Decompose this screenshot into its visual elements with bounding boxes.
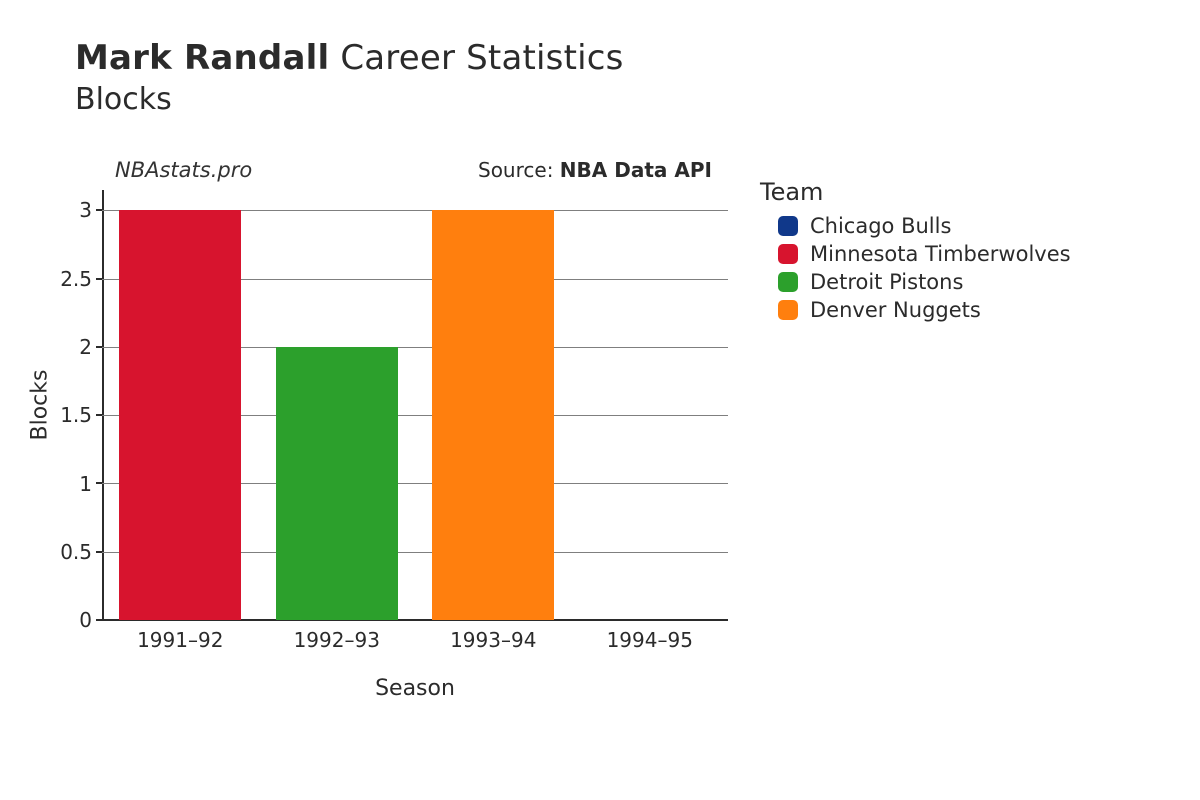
legend-item: Denver Nuggets <box>778 298 1071 322</box>
bar <box>432 210 554 620</box>
ytick-mark <box>96 551 102 553</box>
ytick-mark <box>96 346 102 348</box>
ytick-label: 0 <box>79 608 92 632</box>
legend-label: Detroit Pistons <box>810 270 963 294</box>
xtick-label: 1991–92 <box>137 628 223 652</box>
legend-title: Team <box>760 178 1071 206</box>
legend-label: Denver Nuggets <box>810 298 981 322</box>
legend-label: Chicago Bulls <box>810 214 951 238</box>
legend-item: Detroit Pistons <box>778 270 1071 294</box>
ytick-label: 1 <box>79 472 92 496</box>
legend: Team Chicago Bulls Minnesota Timberwolves… <box>760 178 1071 326</box>
legend-label: Minnesota Timberwolves <box>810 242 1071 266</box>
source-line: Source: NBA Data API <box>478 158 712 182</box>
chart-subtitle: Blocks <box>75 82 624 117</box>
watermark: NBAstats.pro <box>115 158 252 182</box>
x-axis-label: Season <box>375 676 455 701</box>
ytick-label: 2 <box>79 335 92 359</box>
chart-title: Mark Randall Career Statistics <box>75 38 624 78</box>
legend-item: Minnesota Timberwolves <box>778 242 1071 266</box>
ytick-label: 1.5 <box>60 403 92 427</box>
ytick-mark <box>96 278 102 280</box>
y-axis-line <box>102 190 104 620</box>
xtick-label: 1993–94 <box>450 628 536 652</box>
y-axis-label: Blocks <box>28 370 53 441</box>
title-rest: Career Statistics <box>329 38 623 78</box>
title-block: Mark Randall Career Statistics Blocks <box>75 38 624 117</box>
ytick-label: 3 <box>79 198 92 222</box>
source-name: NBA Data API <box>560 158 712 182</box>
legend-swatch <box>778 272 798 292</box>
ytick-label: 0.5 <box>60 540 92 564</box>
legend-swatch <box>778 216 798 236</box>
ytick-mark <box>96 482 102 484</box>
legend-swatch <box>778 244 798 264</box>
chart-page: Mark Randall Career Statistics Blocks NB… <box>0 0 1200 800</box>
bar <box>119 210 241 620</box>
legend-swatch <box>778 300 798 320</box>
legend-item: Chicago Bulls <box>778 214 1071 238</box>
xtick-label: 1994–95 <box>607 628 693 652</box>
ytick-label: 2.5 <box>60 267 92 291</box>
ytick-mark <box>96 414 102 416</box>
bar <box>276 347 398 620</box>
source-prefix: Source: <box>478 158 560 182</box>
ytick-mark <box>96 209 102 211</box>
xtick-label: 1992–93 <box>294 628 380 652</box>
plot-area: 00.511.522.531991–921992–931993–941994–9… <box>102 190 728 620</box>
title-player: Mark Randall <box>75 38 329 78</box>
ytick-mark <box>96 619 102 621</box>
